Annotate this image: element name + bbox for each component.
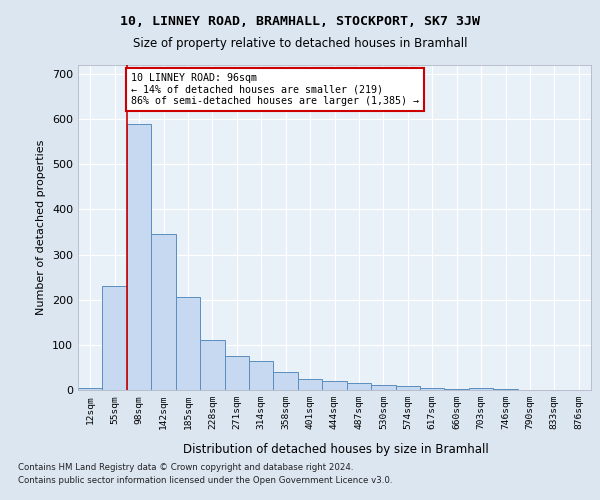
Bar bbox=[103, 286, 127, 390]
Bar bbox=[371, 386, 395, 390]
Bar bbox=[298, 378, 322, 390]
Text: 10, LINNEY ROAD, BRAMHALL, STOCKPORT, SK7 3JW: 10, LINNEY ROAD, BRAMHALL, STOCKPORT, SK… bbox=[120, 15, 480, 28]
Y-axis label: Number of detached properties: Number of detached properties bbox=[37, 140, 46, 315]
Bar bbox=[249, 360, 274, 390]
Bar bbox=[493, 389, 518, 390]
Text: Size of property relative to detached houses in Bramhall: Size of property relative to detached ho… bbox=[133, 38, 467, 51]
Bar bbox=[420, 388, 445, 390]
Bar bbox=[395, 386, 420, 390]
Bar bbox=[322, 381, 347, 390]
Bar bbox=[78, 388, 103, 390]
Bar bbox=[224, 356, 249, 390]
Bar bbox=[445, 388, 469, 390]
Text: 10 LINNEY ROAD: 96sqm
← 14% of detached houses are smaller (219)
86% of semi-det: 10 LINNEY ROAD: 96sqm ← 14% of detached … bbox=[131, 73, 419, 106]
Bar bbox=[151, 234, 176, 390]
Text: Contains public sector information licensed under the Open Government Licence v3: Contains public sector information licen… bbox=[18, 476, 392, 485]
Bar bbox=[127, 124, 151, 390]
Text: Contains HM Land Registry data © Crown copyright and database right 2024.: Contains HM Land Registry data © Crown c… bbox=[18, 462, 353, 471]
Bar bbox=[274, 372, 298, 390]
Bar bbox=[347, 383, 371, 390]
Text: Distribution of detached houses by size in Bramhall: Distribution of detached houses by size … bbox=[183, 442, 489, 456]
Bar bbox=[176, 298, 200, 390]
Bar bbox=[469, 388, 493, 390]
Bar bbox=[200, 340, 224, 390]
